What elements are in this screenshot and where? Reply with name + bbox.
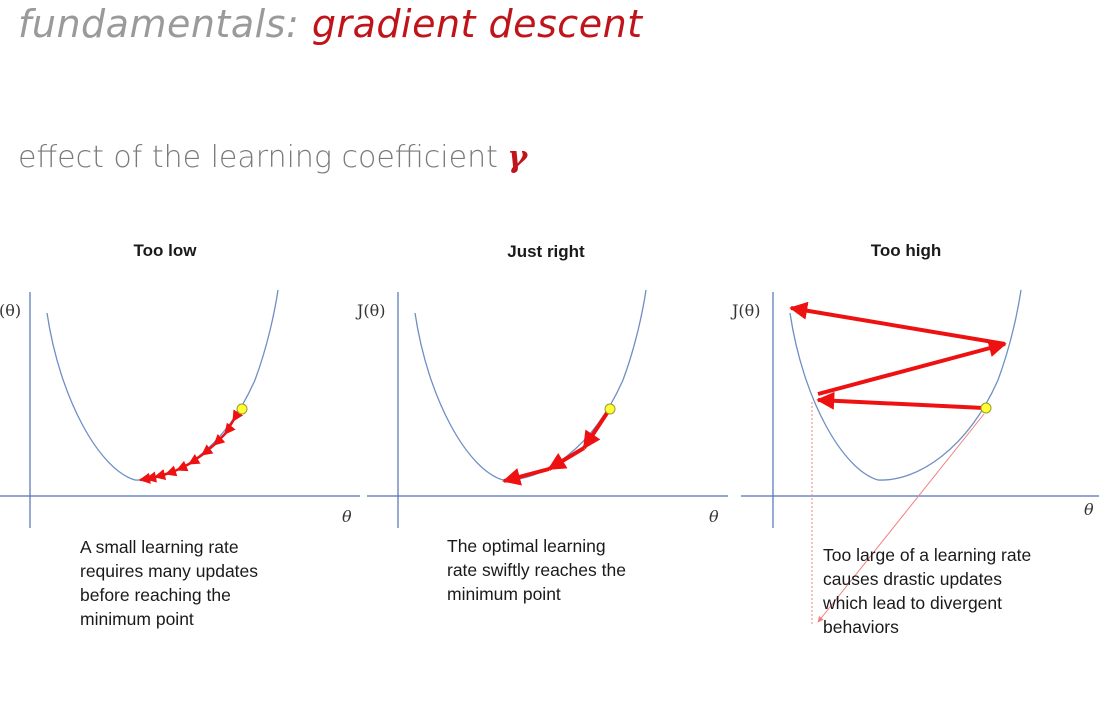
panel-just-right: Just right J(θ) θ (355, 242, 728, 528)
caption-line: minimum point (447, 584, 561, 604)
x-axis-label: θ (1084, 500, 1094, 519)
descent-arrow (502, 467, 550, 486)
caption-too-low: A small learning rate requires many upda… (80, 535, 258, 631)
caption-line: Too large of a learning rate (823, 545, 1032, 565)
slide-subtitle: effect of the learning coefficient γ (18, 140, 527, 175)
descent-arrow (582, 408, 611, 450)
caption-line: requires many updates (80, 561, 259, 581)
start-point (236, 403, 248, 415)
caption-too-high: Too large of a learning rate causes dras… (823, 543, 1031, 639)
gamma-symbol: γ (507, 140, 528, 175)
overshoot-arrow (789, 301, 1006, 346)
caption-line: rate swiftly reaches the (447, 560, 626, 580)
cost-curve (789, 289, 1022, 481)
start-point (604, 403, 616, 415)
cost-curve (46, 289, 279, 481)
cost-curve (414, 289, 647, 481)
caption-line: minimum point (80, 609, 194, 629)
panel-too-low: Too low (θ) θ (0, 241, 360, 528)
x-axis-label: θ (342, 507, 352, 526)
panel-title: Too low (134, 241, 198, 260)
title-accent: gradient descent (311, 2, 643, 46)
caption-line: which lead to divergent (823, 593, 1002, 613)
overshoot-arrow (816, 391, 985, 410)
panel-title: Just right (507, 242, 585, 261)
overshoot-arrow (817, 339, 1007, 396)
caption-line: behaviors (823, 617, 899, 637)
caption-just-right: The optimal learning rate swiftly reache… (447, 534, 626, 606)
start-point (980, 402, 992, 414)
descent-arrow (547, 446, 586, 471)
slide-title: fundamentals: gradient descent (18, 2, 643, 46)
title-prefix: fundamentals: (18, 2, 312, 46)
panel-title: Too high (871, 241, 942, 260)
y-axis-label: J(θ) (355, 301, 386, 320)
y-axis-label: J(θ) (730, 301, 761, 320)
y-axis-label: (θ) (0, 301, 21, 320)
x-axis-label: θ (709, 507, 719, 526)
caption-line: before reaching the (80, 585, 231, 605)
subtitle-text: effect of the learning coefficient (18, 140, 508, 175)
caption-line: The optimal learning (447, 536, 606, 556)
caption-line: A small learning rate (80, 537, 239, 557)
descent-arrows (138, 407, 244, 484)
caption-line: causes drastic updates (823, 569, 1002, 589)
divergence-arrow (817, 413, 985, 623)
panel-too-high: Too high J(θ) θ (730, 241, 1099, 624)
